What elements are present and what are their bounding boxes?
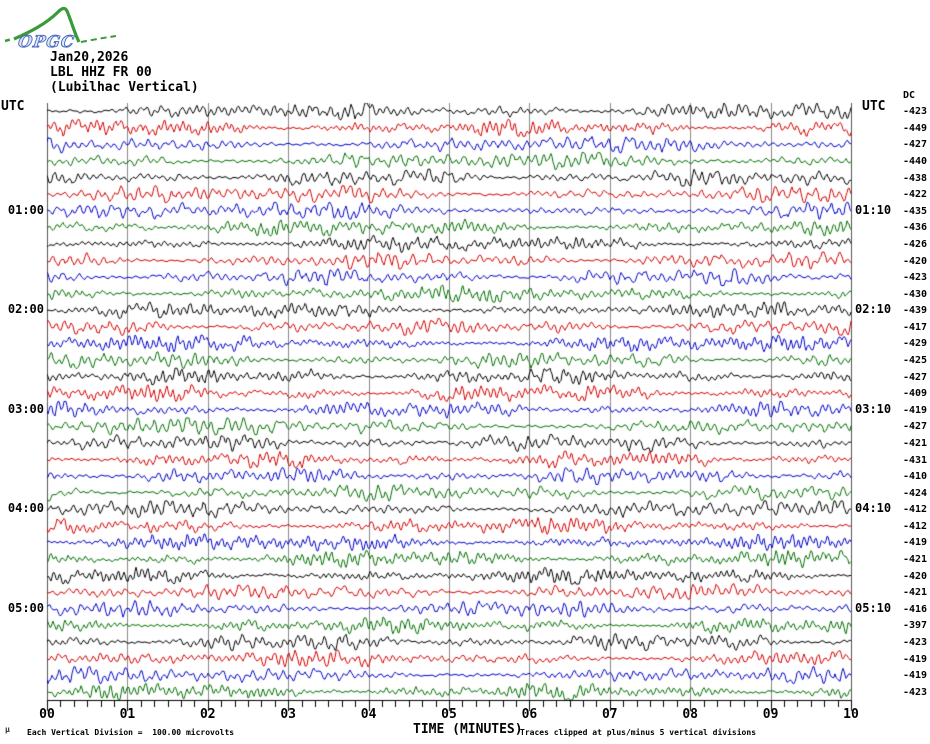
hour-label-right: 01:10 [855,202,892,217]
dc-value: -430 [903,288,928,300]
dc-value: -419 [903,670,928,682]
hour-label-right: 05:10 [855,600,892,615]
minute-tick-label: 06 [521,707,538,722]
hour-label-left: 02:00 [7,302,44,317]
dc-value: -449 [903,122,928,134]
dc-value: -429 [903,338,928,350]
dc-value: -435 [903,205,928,217]
minute-tick-label: 00 [39,707,55,722]
dc-value: -397 [903,620,928,632]
dc-value: -410 [903,471,928,483]
dc-value: -421 [903,554,928,566]
dc-value: -421 [903,587,928,599]
minute-tick-label: 04 [360,707,377,722]
dc-value: -419 [903,537,928,549]
dc-value: -421 [903,437,928,449]
dc-value: -423 [903,686,928,698]
dc-value: -412 [903,520,928,532]
minute-tick-label: 10 [843,707,859,722]
hour-label-left: 03:00 [7,401,44,416]
hour-label-right: 03:10 [855,401,892,416]
dc-value: -419 [903,653,928,665]
dc-value: -420 [903,255,928,267]
minute-tick-label: 05 [441,707,457,722]
header-description: (Lubilhac Vertical) [50,80,199,95]
logo-curve-tail-icon [80,35,117,43]
logo-text: OPGC [17,32,76,51]
minute-tick-label: 03 [280,707,297,722]
minute-tick-label: 02 [199,707,216,722]
dc-value: -423 [903,272,928,284]
dc-value: -427 [903,139,928,151]
dc-value: -426 [903,238,928,250]
minute-tick-label: 09 [762,707,779,722]
hour-label-left: 01:00 [7,202,44,217]
dc-value: -423 [903,636,928,648]
dc-value: -416 [903,603,928,615]
footer-clip-note: Traces clipped at plus/minus 5 vertical … [520,728,757,737]
hour-label-right: 02:10 [855,302,892,317]
opgc-logo: OPGC [4,6,117,51]
dc-value: -427 [903,421,928,433]
dc-value: -436 [903,222,928,234]
footer-scale-note: Each Vertical Division = 100.00 microvol… [27,728,235,737]
dc-value: -440 [903,156,928,168]
dc-value: -438 [903,172,928,184]
dc-value: -424 [903,487,928,499]
utc-label-right: UTC [862,99,886,114]
x-axis-title: TIME (MINUTES) [413,722,523,737]
minute-tick-label: 08 [682,707,699,722]
logo-curve-lead-icon [4,37,13,43]
logo-curve-icon [13,6,81,43]
dc-value: -420 [903,570,928,582]
dc-value: -422 [903,189,928,201]
footer-corner-glyph: µ [5,725,10,734]
dc-header: DC [903,90,916,101]
dc-value: -439 [903,305,928,317]
header-date: Jan20,2026 [50,50,129,65]
dc-value: -419 [903,404,928,416]
minute-tick-label: 07 [601,707,618,722]
utc-label-left: UTC [1,99,25,114]
dc-value: -412 [903,504,928,516]
dc-value: -417 [903,321,928,333]
dc-value: -409 [903,388,928,400]
header-station: LBL HHZ FR 00 [50,65,152,80]
hour-label-left: 04:00 [7,501,44,516]
dc-value: -425 [903,355,928,367]
dc-value: -427 [903,371,928,383]
dc-value: -423 [903,106,928,118]
hour-label-left: 05:00 [7,600,44,615]
hour-label-right: 04:10 [855,501,892,516]
minute-tick-label: 01 [119,707,136,722]
dc-value: -431 [903,454,928,466]
